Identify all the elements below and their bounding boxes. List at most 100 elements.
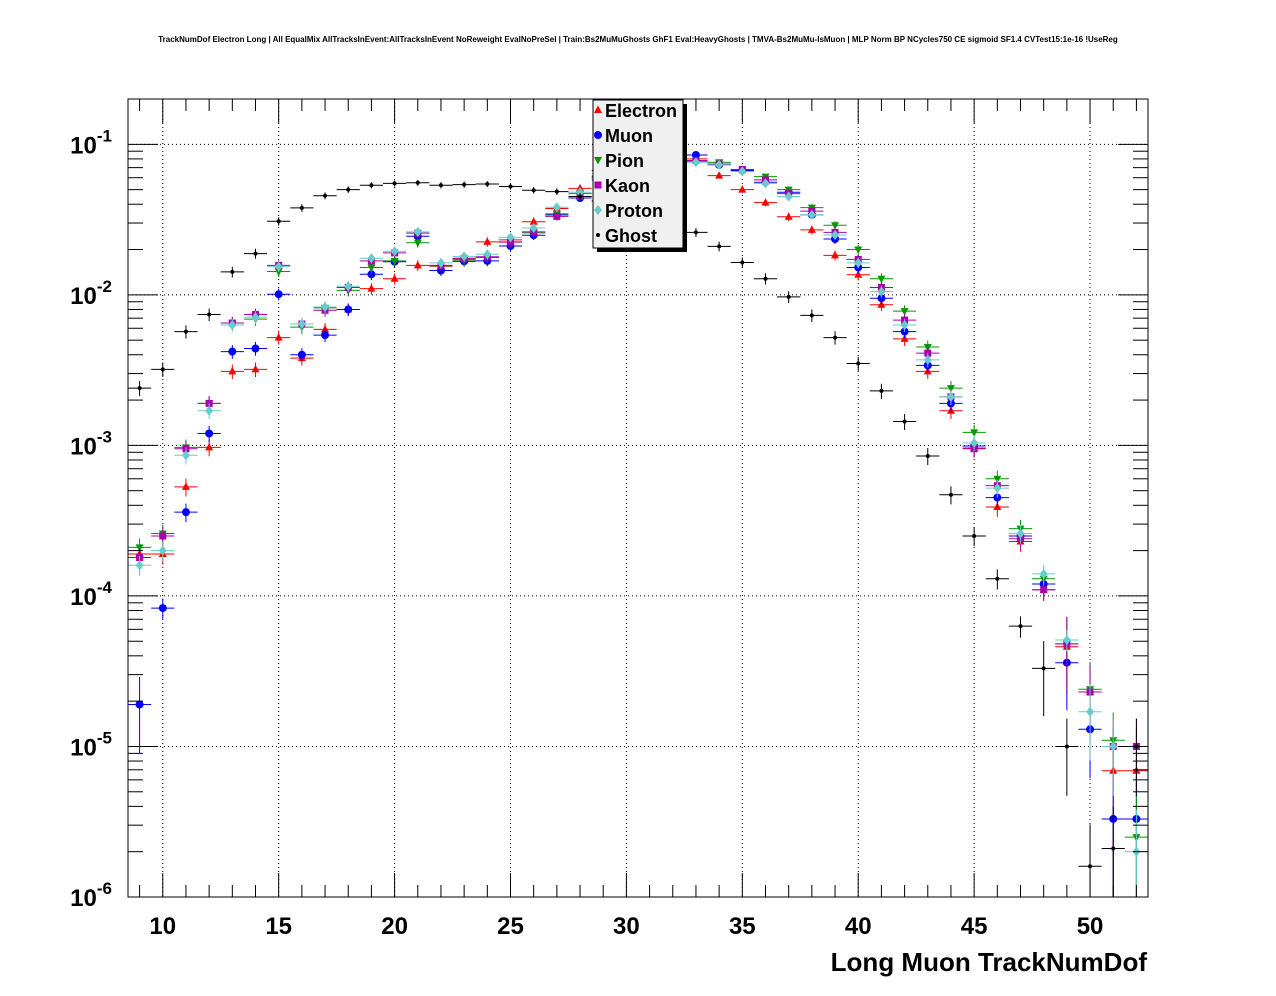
data-point xyxy=(856,361,861,366)
y-tick-base: 10 xyxy=(70,885,97,912)
data-point xyxy=(552,202,561,213)
data-point xyxy=(1041,666,1046,671)
x-tick-label: 45 xyxy=(961,913,988,940)
data-point xyxy=(761,198,770,206)
data-point xyxy=(276,219,281,224)
legend-label-electron: Electron xyxy=(605,101,677,121)
legend-marker-pion xyxy=(594,157,602,165)
data-point xyxy=(230,269,235,274)
chart-title: TrackNumDof Electron Long | All EqualMix… xyxy=(158,35,1118,44)
data-point xyxy=(413,239,422,248)
data-point xyxy=(205,442,214,451)
y-tick-label: 10-3 xyxy=(70,427,112,460)
data-point xyxy=(413,260,422,269)
data-point xyxy=(392,181,397,186)
data-point xyxy=(879,388,884,393)
legend-label-ghost: Ghost xyxy=(605,226,657,246)
data-point xyxy=(786,294,791,299)
data-point xyxy=(367,284,376,292)
data-point xyxy=(576,187,585,198)
data-point xyxy=(135,544,144,552)
data-point xyxy=(228,320,237,331)
data-point xyxy=(274,333,283,341)
data-point xyxy=(715,171,724,179)
legend-marker-electron xyxy=(594,105,602,113)
data-point xyxy=(809,313,814,318)
y-tick-exponent: -2 xyxy=(97,277,112,296)
data-point xyxy=(299,205,304,210)
data-point xyxy=(763,276,768,281)
data-point xyxy=(831,222,840,230)
data-point xyxy=(251,364,260,373)
data-point xyxy=(205,405,214,416)
y-tick-label: 10-2 xyxy=(70,277,112,310)
y-tick-base: 10 xyxy=(70,132,97,159)
data-point xyxy=(691,157,700,168)
data-point xyxy=(415,180,420,185)
data-point xyxy=(531,188,536,193)
data-point xyxy=(390,257,399,266)
data-point xyxy=(251,344,260,353)
data-point xyxy=(691,150,700,159)
data-point xyxy=(462,182,467,187)
data-point xyxy=(761,178,770,189)
data-point xyxy=(207,312,212,317)
data-point xyxy=(693,230,698,235)
data-point xyxy=(946,385,955,393)
data-point xyxy=(344,281,353,292)
data-point xyxy=(877,275,886,284)
x-axis-label: Long Muon TrackNumDof xyxy=(831,947,1148,977)
data-point xyxy=(1064,744,1069,749)
data-point xyxy=(1040,586,1048,594)
data-point xyxy=(715,159,724,170)
data-point xyxy=(135,560,144,571)
data-point xyxy=(1111,846,1116,851)
data-point xyxy=(183,329,188,334)
data-point xyxy=(529,223,538,234)
data-point xyxy=(367,253,376,264)
data-point xyxy=(1018,624,1023,629)
data-point xyxy=(460,251,469,262)
legend-box xyxy=(592,99,684,249)
data-point xyxy=(390,246,399,257)
y-tick-base: 10 xyxy=(70,433,97,460)
data-point xyxy=(993,483,1002,494)
x-tick-label: 50 xyxy=(1077,913,1104,940)
x-tick-label: 35 xyxy=(729,913,756,940)
data-point xyxy=(274,261,283,272)
data-point xyxy=(1088,864,1093,869)
x-tick-label: 15 xyxy=(265,913,292,940)
data-point xyxy=(158,604,167,613)
data-point xyxy=(738,185,747,193)
data-point xyxy=(508,184,513,189)
data-point xyxy=(740,260,745,265)
legend-marker-kaon xyxy=(594,181,602,189)
data-point xyxy=(438,183,443,188)
data-point xyxy=(807,225,816,233)
data-point xyxy=(436,257,445,268)
y-tick-exponent: -5 xyxy=(97,728,112,747)
data-point xyxy=(554,189,559,194)
legend-marker-muon xyxy=(594,131,602,139)
data-point xyxy=(1016,528,1025,539)
y-tick-exponent: -4 xyxy=(97,578,113,597)
data-point xyxy=(369,183,374,188)
data-point xyxy=(367,264,376,272)
data-point xyxy=(578,194,583,199)
legend-label-pion: Pion xyxy=(605,151,644,171)
data-point xyxy=(831,229,840,240)
x-tick-label: 20 xyxy=(381,913,408,940)
data-point xyxy=(902,419,907,424)
data-point xyxy=(833,335,838,340)
data-point xyxy=(344,305,353,314)
legend-label-kaon: Kaon xyxy=(605,176,650,196)
x-tick-label: 10 xyxy=(149,913,176,940)
y-tick-base: 10 xyxy=(70,283,97,310)
data-point xyxy=(717,244,722,249)
data-point xyxy=(854,270,863,278)
data-point xyxy=(923,354,932,365)
y-tick-label: 10-6 xyxy=(70,879,112,912)
data-point xyxy=(135,700,144,709)
data-point xyxy=(158,545,167,556)
